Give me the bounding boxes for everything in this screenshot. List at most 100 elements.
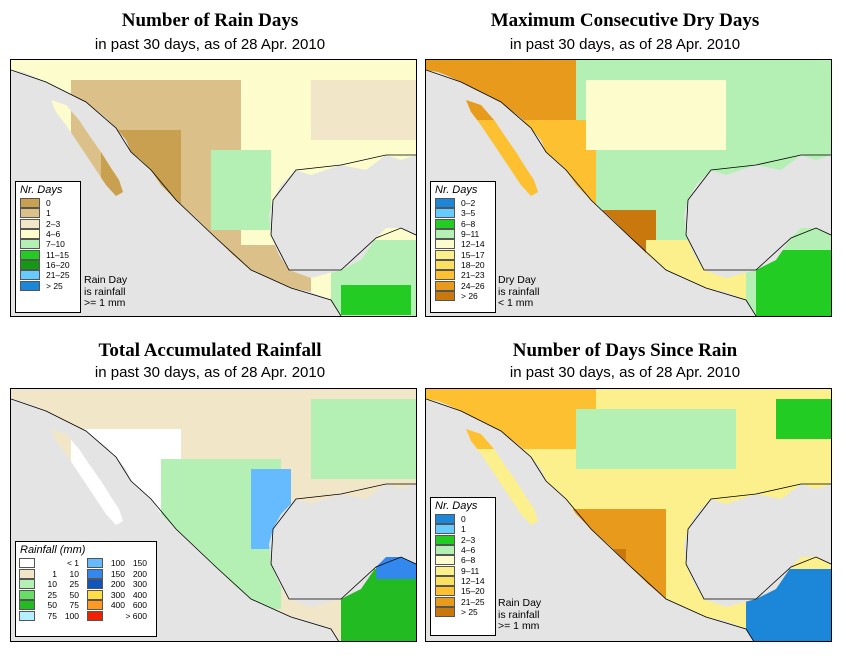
legend-item: 4–6 — [431, 545, 495, 556]
legend-swatch — [435, 534, 455, 545]
legend-swatch — [435, 239, 455, 250]
legend-item: 50 75 — [16, 600, 84, 611]
legend-label: 24–26 — [461, 280, 485, 291]
legend-item: 25 50 — [16, 589, 84, 601]
legend-range-high: 25 — [69, 579, 79, 590]
legend-swatch — [435, 229, 455, 240]
legend-item: 0–2 — [431, 198, 495, 209]
legend-item: 1 — [431, 524, 495, 535]
legend-label: 16–20 — [46, 259, 70, 270]
legend-label: 1 — [46, 208, 51, 219]
legend-item: 200 300 — [84, 579, 152, 590]
legend-swatch — [20, 249, 40, 260]
legend-item: 300 400 — [84, 589, 152, 601]
legend-swatch — [435, 259, 455, 270]
legend-item: 6–8 — [431, 218, 495, 229]
legend-title: Rainfall (mm) — [20, 544, 86, 556]
legend-range-high: 400 — [132, 589, 147, 600]
legend-item: 15–17 — [431, 249, 495, 260]
legend-swatch — [20, 229, 40, 240]
legend-item: 4–6 — [16, 229, 80, 240]
legend-swatch — [435, 586, 455, 597]
note-line: is rainfall — [498, 285, 540, 298]
legend-swatch — [87, 589, 103, 600]
legend-swatch — [435, 596, 455, 607]
legend-swatch — [19, 579, 35, 590]
legend-label: 3–5 — [461, 208, 476, 219]
panel-title-dry-days: Maximum Consecutive Dry Days — [490, 10, 760, 31]
legend-swatch — [20, 270, 40, 281]
legend-label: 12–14 — [461, 239, 485, 250]
legend-swatch — [19, 558, 35, 569]
legend-item: 1 — [16, 208, 80, 219]
legend-item: > 25 — [16, 280, 80, 291]
map-dry-days-svg — [426, 60, 831, 316]
legend-range-high: 200 — [132, 568, 147, 579]
legend-label: 0 — [46, 198, 51, 209]
note-line: >= 1 mm — [498, 620, 540, 632]
legend-swatch — [87, 610, 103, 621]
legend-range-high: 150 — [132, 558, 147, 569]
legend-swatch — [435, 280, 455, 291]
legend-rows: 0–2 3–5 6–8 9–11 12–14 15–17 18–20 21–23 24–26 > … — [431, 198, 495, 301]
panel-subtitle-rain-days: in past 30 days, as of 28 Apr. 2010 — [94, 36, 326, 53]
note-line: is rainfall — [498, 608, 540, 621]
legend-item: 6–8 — [431, 555, 495, 566]
legend-item: 400 600 — [84, 600, 152, 611]
legend-swatch — [87, 579, 103, 590]
note-line: is rainfall — [84, 285, 126, 298]
legend-item: > 26 — [431, 290, 495, 301]
legend-swatch — [435, 198, 455, 209]
legend-label: 12–14 — [461, 575, 485, 586]
legend-label: 21–23 — [461, 270, 485, 281]
legend-swatch — [87, 600, 103, 611]
legend-range-low: 25 — [47, 589, 57, 600]
legend-range-low: 150 — [110, 568, 125, 579]
legend-label: 6–8 — [461, 555, 476, 566]
legend-range-high: 600 — [132, 600, 147, 611]
legend-swatch — [19, 589, 35, 600]
legend-item: > 600 — [84, 610, 152, 622]
legend-label: 21–25 — [461, 596, 485, 607]
legend-label: 0 — [461, 514, 466, 525]
legend-column-left: < 1 1 10 10 25 25 50 50 75 75 100 — [16, 558, 84, 621]
legend-swatch — [435, 545, 455, 556]
legend-range-low: 10 — [47, 579, 57, 590]
legend-label: 2–3 — [46, 218, 61, 229]
legend-item: 0 — [16, 198, 80, 209]
legend-swatch — [19, 600, 35, 611]
legend-range-high: > 600 — [125, 610, 147, 621]
legend-item: 100 150 — [84, 558, 152, 569]
legend-label: 4–6 — [46, 229, 61, 240]
legend-item: 75 100 — [16, 610, 84, 622]
legend-item: 0 — [431, 514, 495, 525]
legend-range-low: 300 — [110, 589, 125, 600]
map-dry-days — [425, 59, 832, 317]
legend-swatch — [20, 239, 40, 250]
legend-item: 15–20 — [431, 586, 495, 597]
legend-swatch — [435, 290, 455, 301]
legend-label: 15–20 — [461, 586, 485, 597]
legend-label: > 26 — [461, 290, 478, 301]
legend-swatch — [435, 555, 455, 566]
legend-item: 16–20 — [16, 259, 80, 270]
panel-subtitle-rainfall: in past 30 days, as of 28 Apr. 2010 — [94, 364, 326, 381]
legend-item: 2–3 — [16, 218, 80, 229]
legend-since-rain: Nr. Days 0 1 2–3 4–6 6–8 9–11 12–14 15–20 21–25 >… — [430, 497, 496, 636]
note-line: Rain Day — [84, 274, 128, 286]
legend-item: 150 200 — [84, 568, 152, 580]
legend-label: 18–20 — [461, 259, 485, 270]
note-since-rain: Rain Day is rainfall >= 1 mm — [498, 597, 541, 633]
legend-label: 7–10 — [46, 239, 65, 250]
legend-item: 12–14 — [431, 239, 495, 250]
legend-rows: 0 1 2–3 4–6 7–10 11–15 16–20 21–25 > 25 — [16, 198, 80, 291]
legend-swatch — [87, 558, 103, 569]
legend-range-low: 400 — [110, 600, 125, 611]
legend-column-right: 100 150 150 200 200 300 300 400 400 600 > 600 — [84, 558, 152, 621]
legend-item: 7–10 — [16, 239, 80, 250]
legend-item: 9–11 — [431, 229, 495, 240]
legend-swatch — [435, 208, 455, 219]
legend-range-low: 100 — [110, 558, 125, 569]
legend-title: Nr. Days — [20, 184, 63, 196]
panel-subtitle-since-rain: in past 30 days, as of 28 Apr. 2010 — [509, 364, 741, 381]
